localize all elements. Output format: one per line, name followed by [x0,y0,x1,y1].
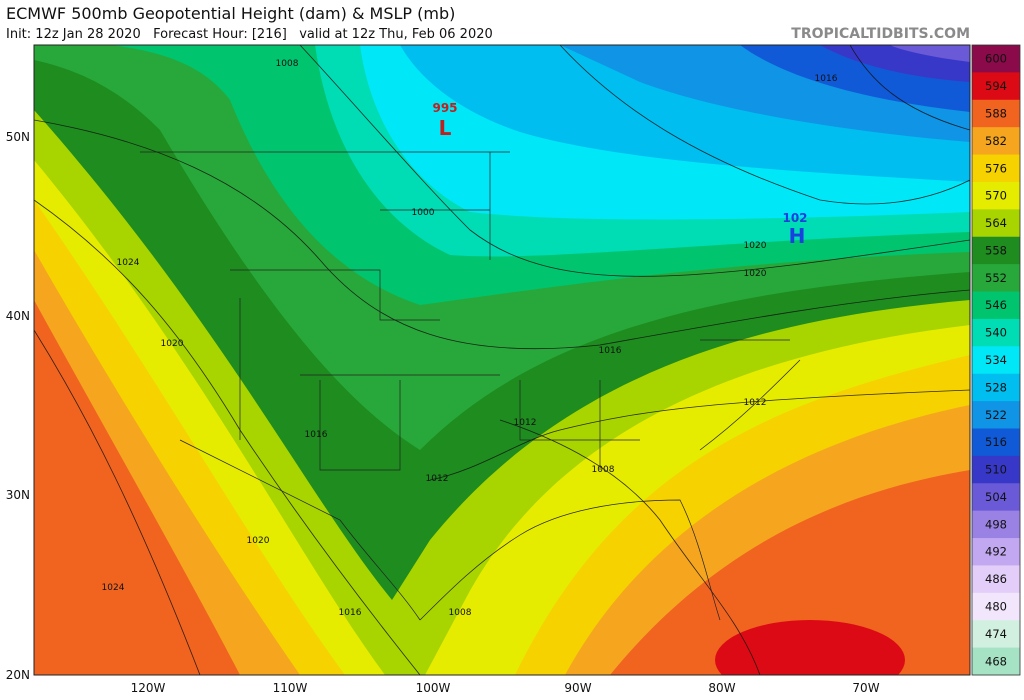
colorbar-label: 522 [985,408,1007,422]
lat-label: 20N [6,668,30,682]
colorbar-label: 546 [985,298,1007,312]
colorbar-label: 498 [985,517,1007,531]
colorbar-label: 528 [985,380,1007,394]
contour-label: 1020 [247,536,270,546]
contour-label: 1020 [744,269,767,279]
contour-label: 1012 [514,418,537,428]
colorbar-label: 486 [985,572,1007,586]
contour-label: 1024 [102,583,125,593]
contour-label: 1016 [339,608,362,618]
contour-label: 1016 [599,346,622,356]
lon-label: 90W [564,681,591,695]
colorbar-swatch [972,483,1020,512]
colorbar-label: 480 [985,600,1007,614]
lon-label: 70W [852,681,879,695]
contour-label: 1008 [276,59,299,69]
colorbar-label: 594 [985,79,1007,93]
contour-label: 1020 [161,339,184,349]
colorbar-label: 564 [985,216,1007,230]
colorbar-swatch [972,127,1020,156]
lon-label: 110W [273,681,308,695]
contour-label: 1020 [744,241,767,251]
colorbar-swatch [972,99,1020,128]
contour-label: 1012 [744,398,767,408]
colorbar-swatch [972,565,1020,594]
colorbar-swatch [972,236,1020,265]
colorbar-swatch [972,455,1020,484]
map-labels: 50N 40N 30N 20N 120W 110W 100W 90W 80W 70W 1008 101… [6,59,880,695]
colorbar-label: 552 [985,271,1007,285]
colorbar-label: 540 [985,326,1007,340]
map-fill [34,45,970,675]
colorbar-swatch [972,373,1020,402]
contour-label: 1000 [412,208,435,218]
colorbar-label: 468 [985,654,1007,668]
contour-label: 1008 [449,608,472,618]
lat-label: 40N [6,309,30,323]
colorbar-swatch [972,154,1020,183]
colorbar-swatch [972,318,1020,347]
contour-label: 1024 [117,258,140,268]
colorbar-label: 588 [985,106,1007,120]
colorbar-label: 516 [985,435,1007,449]
colorbar-label: 534 [985,353,1007,367]
subtitle: Init: 12z Jan 28 2020 Forecast Hour: [21… [6,27,493,42]
map-frame [33,44,971,676]
colorbar-swatch [972,264,1020,293]
title: ECMWF 500mb Geopotential Height (dam) & … [6,4,455,23]
colorbar-swatch [972,45,1020,73]
colorbar-swatch [972,401,1020,429]
colorbar-label: 570 [985,189,1007,203]
colorbar-swatch [972,428,1020,457]
lat-label: 50N [6,130,30,144]
colorbar-swatch [972,291,1020,320]
colorbar-label: 558 [985,243,1007,257]
colorbar-swatch [972,181,1020,210]
lon-label: 100W [416,681,451,695]
colorbar-swatch [972,209,1020,238]
colorbar-swatch [972,510,1020,539]
contour-label: 1012 [426,474,449,484]
colorbar-swatch [972,592,1020,621]
high-pressure: 102 [782,211,807,225]
colorbar-label: 582 [985,134,1007,148]
lon-label: 120W [131,681,166,695]
colorbar-swatch [972,620,1020,649]
low-letter: L [439,116,452,140]
high-letter: H [789,224,806,248]
lat-label: 30N [6,488,30,502]
low-pressure: 995 [432,101,457,115]
site-name: TROPICALTIDBITS.COM [791,26,970,42]
colorbar-swatch [972,72,1020,101]
colorbar-frame [971,44,1021,676]
colorbar-swatch [972,346,1020,375]
colorbar-label: 510 [985,463,1007,477]
colorbar-label: 600 [985,52,1007,66]
contour-label: 1008 [592,465,615,475]
colorbar-swatch [972,647,1020,676]
colorbar-label: 576 [985,161,1007,175]
colorbar-label: 504 [985,490,1007,504]
colorbar-swatch [972,538,1020,566]
colorbar-label: 492 [985,545,1007,559]
contour-label: 1016 [305,430,328,440]
lon-label: 80W [708,681,735,695]
contour-label: 1016 [815,74,838,84]
colorbar-label: 474 [985,627,1007,641]
